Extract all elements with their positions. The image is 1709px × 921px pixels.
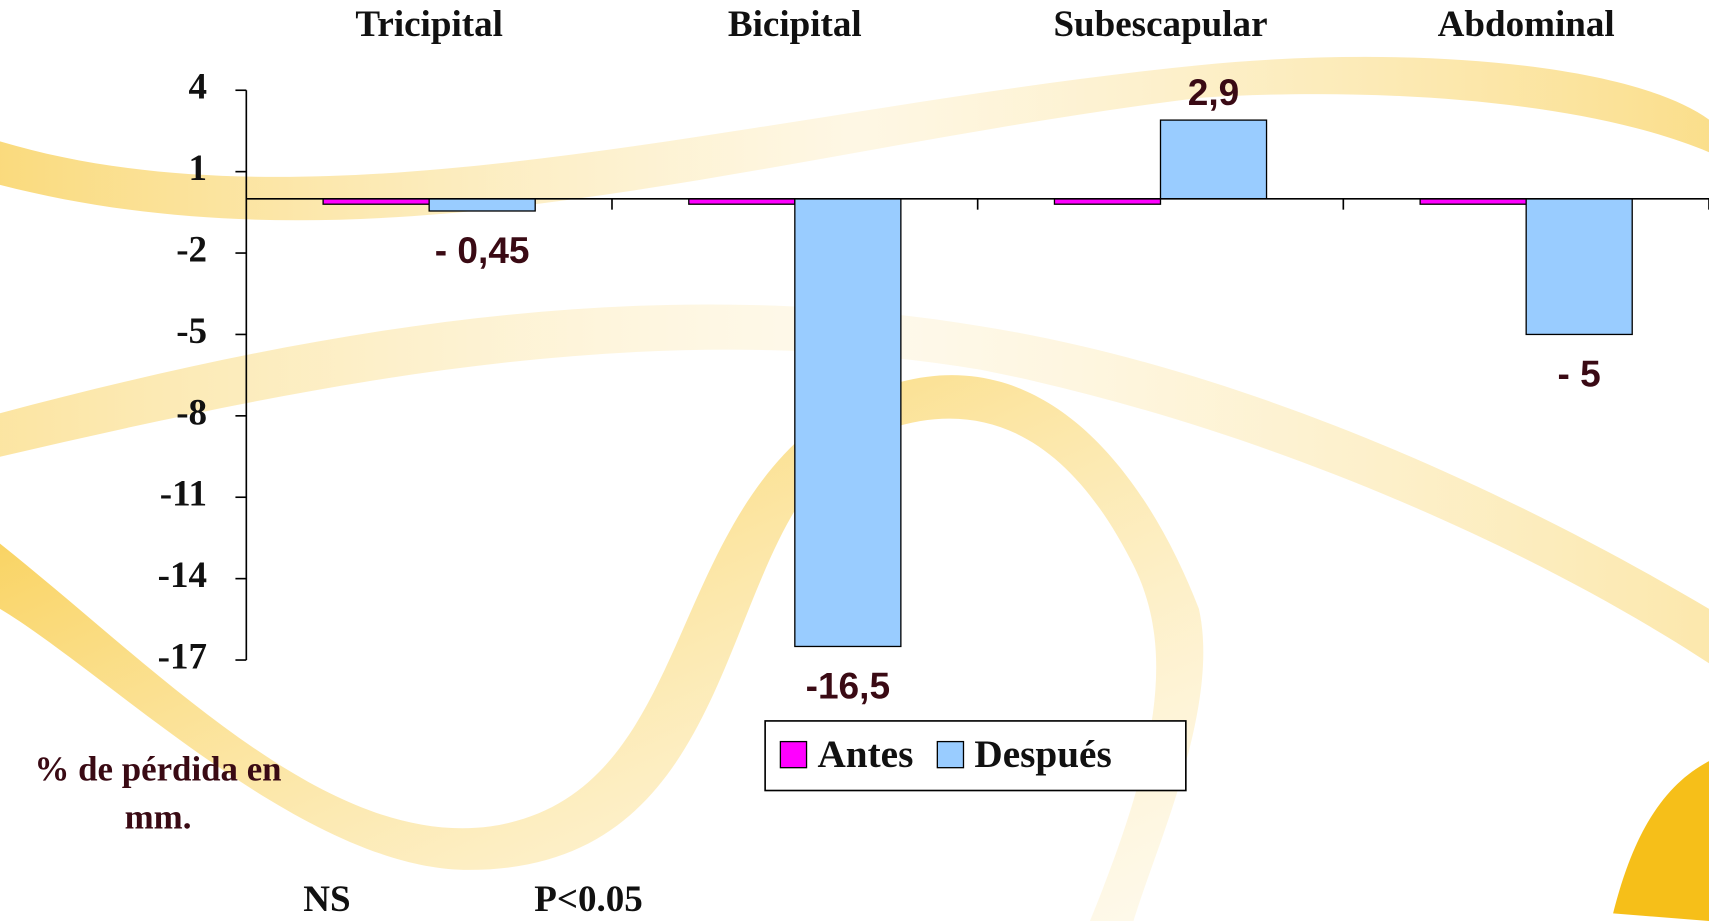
legend-swatch xyxy=(780,742,806,768)
value-label: -16,5 xyxy=(806,665,890,707)
y-tick-label: -11 xyxy=(160,474,207,515)
value-label: 2,9 xyxy=(1188,71,1239,113)
legend-label: Después xyxy=(974,733,1111,776)
bar xyxy=(429,199,535,211)
legend: Antes Después xyxy=(765,721,1186,791)
legend-label: Antes xyxy=(817,733,913,776)
y-label-box: % de pérdida en mm. xyxy=(0,745,316,865)
category-label: Bicipital xyxy=(728,4,862,45)
bar xyxy=(1160,120,1266,199)
y-tick-label: -8 xyxy=(176,392,207,433)
page: {"chart_data": {"type": "bar", "categori… xyxy=(0,0,1709,921)
y-tick-label: -5 xyxy=(176,311,207,352)
bar xyxy=(795,199,901,647)
y-tick-label: 1 xyxy=(189,148,208,189)
category-label: Abdominal xyxy=(1438,4,1615,45)
y-tick-label: -2 xyxy=(176,230,207,271)
legend-swatch xyxy=(937,742,963,768)
value-label: - 0,45 xyxy=(435,229,530,271)
chart: % de pérdida en mm. NS P<0.05 4 1 -2 -5 -8 -1… xyxy=(0,0,1709,921)
y-tick-label: 4 xyxy=(189,67,208,108)
category-label: Subescapular xyxy=(1053,4,1267,45)
y-tick-label: -14 xyxy=(158,555,207,596)
category-label: Tricipital xyxy=(355,4,502,45)
y-tick-label: -17 xyxy=(158,637,207,678)
annotation: NS xyxy=(303,879,350,920)
value-label: - 5 xyxy=(1558,353,1601,395)
y-axis-label: % de pérdida en mm. xyxy=(0,745,316,841)
annotation: P<0.05 xyxy=(534,879,643,920)
bar xyxy=(1526,199,1632,335)
